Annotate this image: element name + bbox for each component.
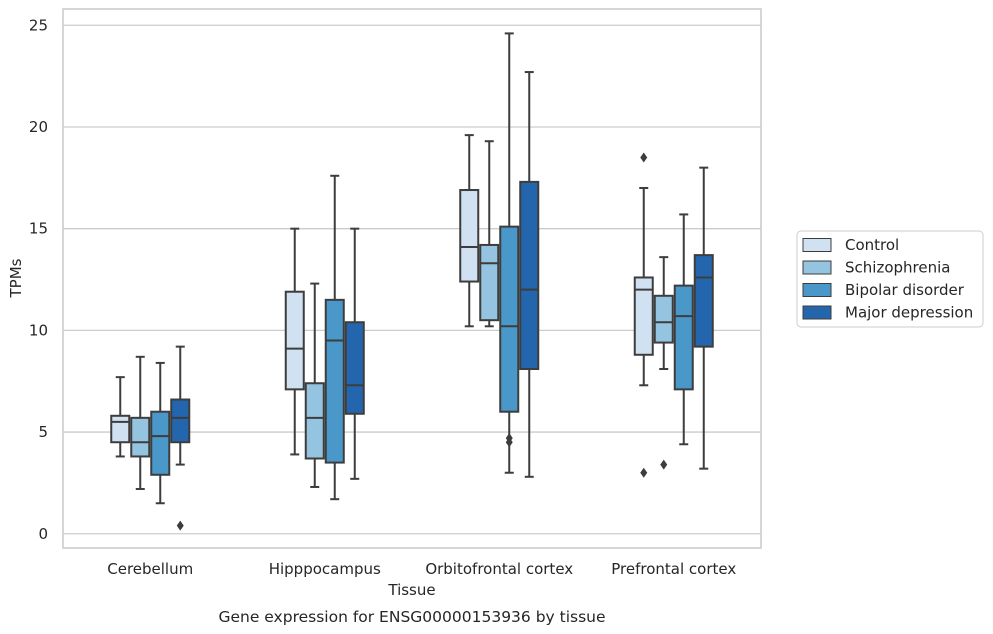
outlier-point — [660, 459, 668, 470]
y-tick-label-0: 0 — [38, 525, 48, 543]
legend-label-1: Schizophrenia — [845, 259, 950, 277]
x-tick-label-3: Prefrontal cortex — [611, 560, 736, 578]
legend-frame — [796, 230, 984, 328]
box — [324, 298, 345, 464]
series-2 — [150, 32, 694, 505]
legend-label-3: Major depression — [845, 304, 973, 322]
legend-swatch-3 — [802, 305, 832, 320]
box — [653, 294, 674, 344]
plot-frame — [62, 8, 762, 549]
outlier-point — [640, 467, 648, 478]
outlier-point — [640, 152, 648, 163]
box — [170, 398, 191, 444]
outlier-point — [176, 520, 184, 531]
y-axis-label: TPMs — [7, 258, 25, 298]
legend: Control Schizophrenia Bipolar disorder Majo… — [796, 230, 984, 328]
box — [344, 321, 365, 415]
outlier-point — [505, 437, 513, 448]
box — [304, 382, 325, 460]
x-axis-label: Tissue — [387, 581, 435, 599]
y-tick-label-1: 5 — [38, 423, 48, 441]
y-tick-labels: 0 5 10 15 20 25 — [29, 16, 48, 542]
legend-label-0: Control — [845, 236, 899, 254]
x-tick-label-0: Cerebellum — [107, 560, 193, 578]
legend-label-2: Bipolar disorder — [845, 281, 965, 299]
box — [130, 416, 151, 458]
x-tick-label-2: Orbitofrontal cortex — [425, 560, 573, 578]
legend-swatch-0 — [802, 238, 832, 252]
box-groups — [110, 32, 714, 531]
y-tick-label-2: 10 — [29, 321, 48, 339]
series-3 — [170, 71, 714, 531]
legend-swatch-1 — [802, 260, 832, 275]
chart-caption: Gene expression for ENSG00000153936 by t… — [218, 608, 605, 626]
x-tick-labels: Cerebellum Hipppocampus Orbitofrontal cort… — [107, 560, 736, 578]
box — [479, 243, 500, 322]
box — [693, 254, 714, 348]
box — [499, 225, 520, 413]
box — [673, 284, 694, 391]
y-tick-label-4: 20 — [29, 118, 48, 136]
box — [110, 414, 131, 444]
series-0 — [110, 134, 654, 478]
box — [633, 276, 654, 356]
series-1 — [130, 140, 674, 491]
y-tick-label-5: 25 — [29, 16, 48, 34]
box — [150, 410, 171, 476]
x-tick-label-1: Hipppocampus — [269, 560, 381, 578]
legend-swatch-2 — [802, 283, 832, 297]
box — [519, 180, 540, 371]
box — [459, 189, 480, 283]
box — [284, 290, 305, 391]
y-tick-label-3: 15 — [29, 220, 48, 238]
